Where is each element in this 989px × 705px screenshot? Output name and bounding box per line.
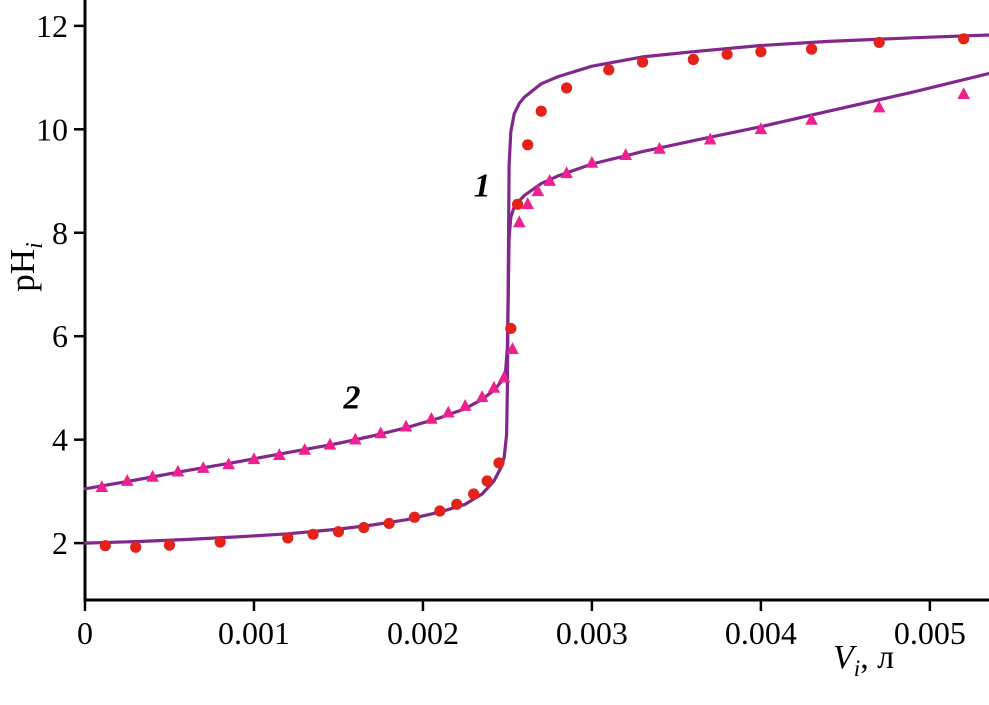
curve-1-experimental-points-marker bbox=[560, 82, 573, 94]
curve-1-experimental-points-marker bbox=[468, 488, 480, 500]
x-axis-label-suffix: , л bbox=[860, 639, 895, 676]
curve-1-experimental-points-marker bbox=[511, 198, 524, 210]
x-tick-label: 0.004 bbox=[725, 615, 797, 651]
curve-1-experimental-points-marker bbox=[755, 46, 767, 58]
curve-2-experimental-points-marker bbox=[95, 480, 109, 493]
curve-1-experimental-points-marker bbox=[493, 457, 505, 469]
curve-2-experimental-points-marker bbox=[247, 452, 261, 465]
curve-2-experimental-points-marker bbox=[349, 432, 362, 445]
curve-1-experimental-points-marker bbox=[958, 33, 970, 45]
curve-1-experimental-points-marker bbox=[163, 539, 176, 551]
y-axis-label-subscript: i bbox=[22, 242, 48, 249]
curve-1-experimental-points-marker bbox=[687, 53, 699, 66]
curve-2-experimental-points-marker bbox=[585, 155, 599, 168]
curve-2-experimental-points-marker bbox=[146, 469, 159, 482]
curve-2-experimental-points-marker bbox=[374, 426, 388, 439]
x-tick-label: 0.002 bbox=[387, 615, 459, 651]
x-tick-label: 0.001 bbox=[218, 615, 290, 651]
curve-1-experimental-points-marker bbox=[214, 536, 226, 548]
curve-2-experimental-points-marker bbox=[458, 399, 472, 411]
y-axis-label: pHi bbox=[1, 191, 48, 343]
curve-annotation-1: 1 bbox=[474, 168, 491, 205]
curve-2-experimental-points-marker bbox=[441, 405, 455, 418]
curve-2-experimental-points-marker bbox=[531, 184, 545, 197]
curve-1-experimental-points-marker bbox=[522, 139, 534, 151]
curve-2-experimental-points-marker bbox=[399, 419, 413, 432]
curve-1-experimental-points-marker bbox=[99, 540, 111, 552]
curve-2-experimental-points-marker bbox=[196, 461, 210, 473]
curve-2-experimental-points-marker bbox=[506, 342, 519, 354]
curve-2-experimental-points-marker bbox=[323, 437, 337, 450]
curve-2-experimental-points-marker bbox=[298, 443, 311, 455]
curve-1-experimental-points-marker bbox=[408, 511, 421, 523]
curve-1-experimental-points-marker bbox=[603, 64, 615, 76]
y-tick-label: 4 bbox=[52, 422, 68, 458]
y-axis-label-main: pH bbox=[3, 248, 42, 292]
curve-1-experimental-points-marker bbox=[282, 532, 294, 544]
curve-1-experimental-points-marker bbox=[805, 43, 818, 55]
curve-1-experimental-points-marker bbox=[721, 48, 733, 60]
curve-1-experimental-points-marker bbox=[873, 36, 885, 49]
curve-2-experimental-points-marker bbox=[543, 174, 556, 186]
curve-2-experimental-points-marker bbox=[222, 457, 235, 470]
x-axis-label-main: V bbox=[833, 639, 854, 676]
curve-1-experimental-points-marker bbox=[358, 521, 370, 534]
curve-2-experimental-points-marker bbox=[521, 197, 535, 210]
curve-2-experimental-points-marker bbox=[475, 390, 489, 403]
x-tick-label: 0.003 bbox=[556, 615, 628, 651]
curve-1-experimental-points-marker bbox=[332, 526, 345, 538]
curve-1-experimental-points-marker bbox=[383, 517, 395, 530]
curve-2-experimental-points-marker bbox=[872, 100, 886, 113]
curve-2-fit-line bbox=[83, 71, 989, 491]
y-tick-label: 10 bbox=[36, 111, 68, 147]
curve-2-experimental-points-marker bbox=[487, 380, 501, 393]
curve-2-experimental-points-marker bbox=[560, 166, 573, 179]
x-axis-label: Vi, л bbox=[833, 639, 894, 683]
curve-1-experimental-points-marker bbox=[307, 528, 319, 540]
curve-2-experimental-points-marker bbox=[425, 411, 438, 424]
curve-2-experimental-points-marker bbox=[703, 132, 717, 145]
curve-1-experimental-points-marker bbox=[434, 505, 446, 517]
y-tick-label: 12 bbox=[36, 8, 68, 44]
curve-1-experimental-points-marker bbox=[505, 322, 517, 335]
x-tick-label: 0 bbox=[77, 615, 93, 651]
curve-2-experimental-points-marker bbox=[273, 448, 286, 460]
x-axis-label-subscript: i bbox=[853, 655, 861, 682]
curve-1-experimental-points-marker bbox=[535, 105, 547, 117]
curve-1-experimental-points-marker bbox=[481, 475, 493, 487]
curve-1-experimental-points-marker bbox=[130, 541, 142, 553]
curve-2-experimental-points-marker bbox=[805, 113, 818, 125]
curve-1-fit-line bbox=[83, 33, 989, 545]
curve-2-experimental-points-marker bbox=[754, 122, 768, 135]
curve-annotation-2: 2 bbox=[342, 380, 360, 417]
y-tick-label: 6 bbox=[52, 318, 68, 354]
curve-2-experimental-points-marker bbox=[512, 215, 526, 228]
curve-2-experimental-points-marker bbox=[619, 148, 633, 160]
x-tick-label: 0.005 bbox=[894, 615, 966, 651]
curve-2-experimental-points-marker bbox=[497, 370, 511, 383]
curve-2-experimental-points-marker bbox=[957, 87, 970, 99]
y-tick-label: 8 bbox=[52, 215, 68, 251]
curve-2-experimental-points-marker bbox=[171, 464, 185, 477]
curve-1-experimental-points-marker bbox=[451, 498, 463, 510]
curve-1-experimental-points-marker bbox=[637, 56, 649, 68]
curve-2-experimental-points-marker bbox=[653, 141, 666, 154]
curve-2-experimental-points-marker bbox=[120, 474, 134, 486]
y-tick-label: 2 bbox=[52, 525, 68, 561]
